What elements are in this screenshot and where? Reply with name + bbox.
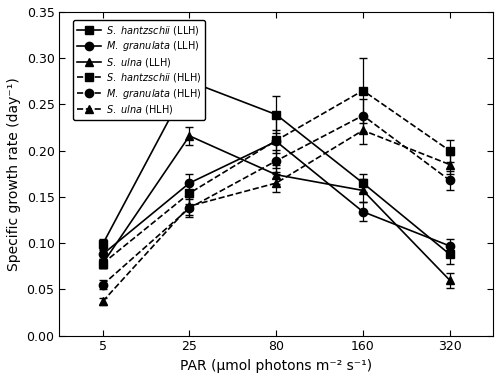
Legend: $\it{S.\ hantzschii}$ (LLH), $\it{M.\ granulata}$ (LLH), $\it{S.\ ulna}$ (LLH), : $\it{S.\ hantzschii}$ (LLH), $\it{M.\ gr… (73, 20, 206, 120)
Y-axis label: Specific growth rate (day⁻¹): Specific growth rate (day⁻¹) (7, 77, 21, 271)
X-axis label: PAR (μmol photons m⁻² s⁻¹): PAR (μmol photons m⁻² s⁻¹) (180, 359, 372, 373)
